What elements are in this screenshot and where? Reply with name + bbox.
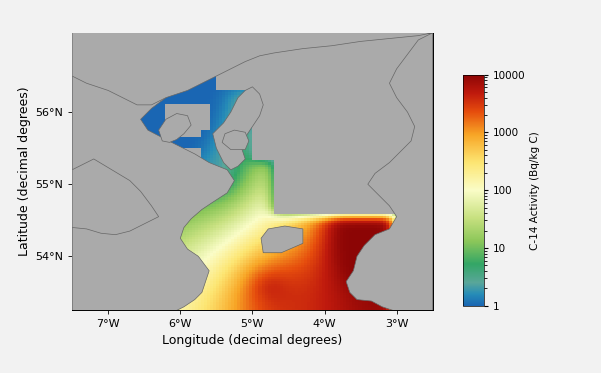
Y-axis label: C-14 Activity (Bq/kg C): C-14 Activity (Bq/kg C) [529,131,540,250]
Polygon shape [261,226,303,253]
Polygon shape [159,113,191,142]
Polygon shape [72,33,234,310]
Y-axis label: Latitude (decimal degrees): Latitude (decimal degrees) [18,87,31,256]
X-axis label: Longitude (decimal degrees): Longitude (decimal degrees) [162,333,343,347]
Polygon shape [346,33,433,310]
Polygon shape [72,25,433,105]
Polygon shape [222,130,249,150]
Polygon shape [72,159,159,235]
Polygon shape [213,87,263,170]
